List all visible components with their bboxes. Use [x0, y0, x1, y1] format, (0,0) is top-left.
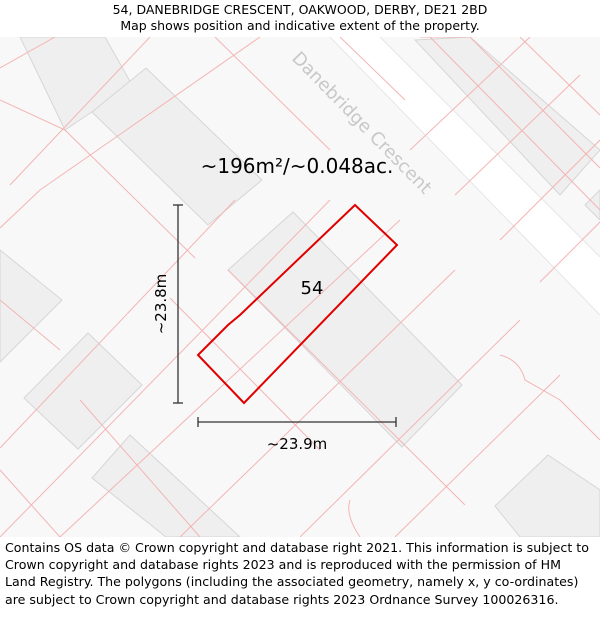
boundary-line	[0, 199, 236, 449]
boundary-line	[499, 354, 600, 441]
boundary-line	[214, 37, 331, 151]
height-label: ~23.8m	[152, 274, 170, 335]
boundary-line	[79, 399, 201, 537]
building	[494, 454, 600, 537]
boundary-line	[499, 139, 600, 241]
boundary-line	[429, 37, 600, 211]
property-map[interactable]: Danebridge Crescent ~196m²/~0.048ac. 54 …	[0, 37, 600, 537]
copyright-notice: Contains OS data © Crown copyright and d…	[5, 540, 589, 607]
boundary-line	[64, 129, 196, 259]
boundary-line	[0, 199, 331, 537]
boundary-line	[169, 297, 321, 451]
boundary-line	[9, 37, 151, 186]
map-subtitle: Map shows position and indicative extent…	[120, 18, 480, 33]
boundary-line	[179, 269, 456, 537]
building	[23, 332, 143, 450]
property-address: 54, DANEBRIDGE CRESCENT, OAKWOOD, DERBY,…	[112, 2, 488, 17]
map-canvas: Danebridge Crescent ~196m²/~0.048ac. 54 …	[0, 37, 600, 537]
boundary-line	[394, 374, 561, 537]
boundary-line	[348, 499, 361, 537]
building	[584, 189, 600, 221]
boundary-line	[339, 37, 406, 101]
boundary-line	[454, 74, 581, 196]
boundary-line	[0, 189, 41, 229]
boundary-line	[59, 219, 401, 537]
boundary-line	[39, 37, 261, 191]
boundary-line	[469, 37, 600, 169]
building	[91, 67, 263, 226]
building	[0, 249, 63, 363]
boundary-line	[227, 269, 466, 506]
plot-number-label: 54	[301, 278, 324, 299]
building	[91, 434, 241, 537]
area-label: ~196m²/~0.048ac.	[201, 154, 394, 178]
boundary-line	[519, 37, 600, 116]
property-outline[interactable]	[196, 203, 399, 405]
boundary-line	[299, 319, 521, 537]
width-label: ~23.9m	[267, 435, 328, 453]
boundary-line	[0, 37, 56, 69]
road-edge-west	[329, 37, 600, 316]
boundary-line	[0, 99, 66, 131]
boundary-line	[0, 469, 61, 537]
boundary-line	[0, 299, 61, 351]
boundary-line	[539, 221, 600, 283]
road-edge-east	[379, 37, 600, 258]
boundary-line	[409, 37, 531, 151]
map-header: 54, DANEBRIDGE CRESCENT, OAKWOOD, DERBY,…	[0, 0, 600, 37]
